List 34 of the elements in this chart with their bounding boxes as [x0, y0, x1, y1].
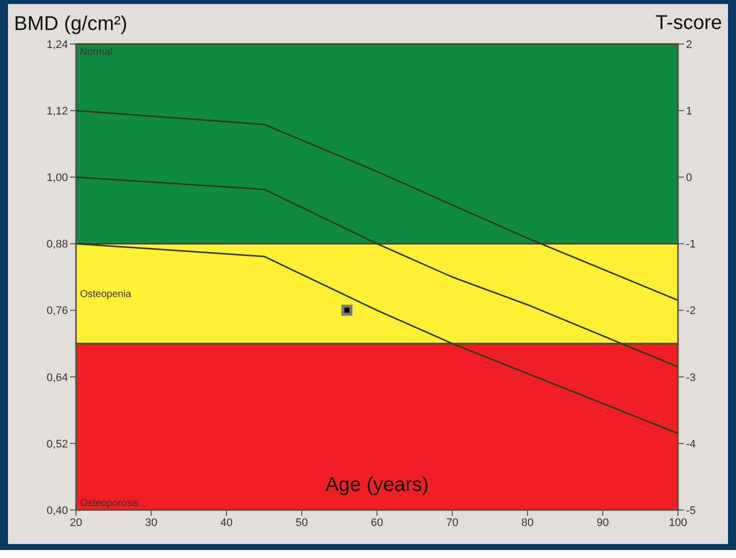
x-tick-label: 40 [220, 516, 233, 529]
y2-tick-label: 0 [686, 172, 692, 184]
x-tick-label: 30 [145, 516, 158, 529]
y-tick-label: 0,64 [46, 372, 68, 384]
y-tick-label: 1,24 [46, 38, 68, 51]
y-axis-title: BMD (g/cm²) [14, 13, 128, 35]
y-tick-label: 0,88 [46, 238, 68, 251]
x-tick-label: 80 [521, 516, 534, 529]
line-series [76, 242, 678, 434]
y2-tick-label: -1 [686, 238, 696, 251]
y2-tick-label: 1 [686, 105, 692, 118]
x-tick-label: 100 [668, 516, 688, 529]
line-series [76, 176, 678, 368]
x-tick-label: 60 [370, 516, 384, 529]
x-tick-label: 50 [296, 516, 308, 529]
band-label: Normal [80, 47, 112, 58]
x-tick-label: 20 [70, 516, 82, 529]
y-tick-label: 0,76 [46, 305, 68, 318]
y2-tick-label: -3 [686, 372, 696, 384]
y-tick-label: 1,00 [46, 172, 68, 184]
y2-axis-title: T-score [655, 12, 722, 35]
x-axis-title: Age (years) [324, 474, 430, 497]
y-tick-label: 1,12 [46, 105, 68, 118]
y2-tick-label: -4 [686, 438, 696, 450]
band-label: Osteoporosis [80, 498, 139, 509]
y-tick-label: 0,52 [46, 438, 68, 450]
y2-tick-label: -2 [686, 305, 696, 318]
y2-tick-label: -5 [686, 504, 696, 517]
x-tick-label: 90 [596, 516, 609, 529]
x-tick-label: 70 [446, 516, 458, 529]
y2-tick-label: 2 [686, 38, 692, 51]
band-label: Osteopenia [80, 289, 132, 300]
y-tick-label: 0,40 [46, 504, 68, 517]
line-series [76, 110, 678, 302]
